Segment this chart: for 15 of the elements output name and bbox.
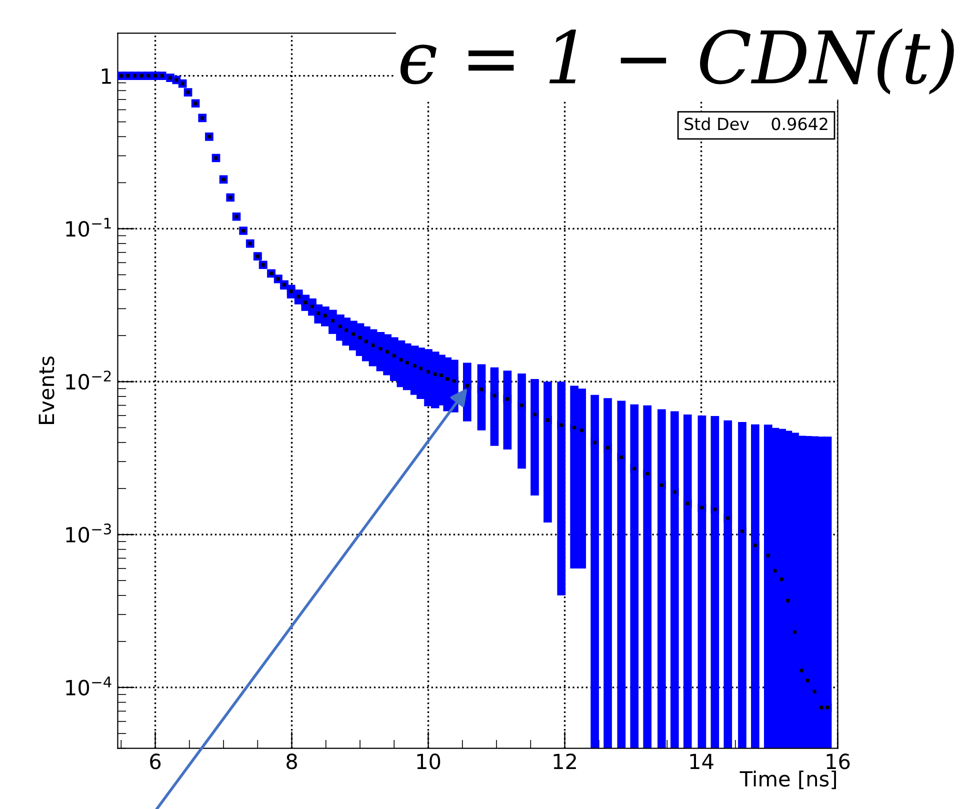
annotation: Std Dev 0.9642 [684, 117, 828, 130]
y-tick-label: 1 [102, 68, 111, 84]
annotation: ϵ = 1 − CDN(t) [400, 28, 954, 94]
y-tick-label: 10$^{−1}$ [66, 218, 111, 237]
x-tick-label: 10 [417, 754, 440, 770]
x-axis-title: Time [ns] [740, 770, 836, 790]
x-tick-label: 12 [554, 754, 576, 770]
x-tick-label: 6 [150, 754, 161, 770]
x-tick-label: 14 [690, 754, 714, 770]
y-tick-label: 10$^{−3}$ [66, 524, 111, 543]
y-tick-label: 10$^{−2}$ [66, 370, 111, 390]
x-tick-label: 16 [826, 754, 850, 770]
y-axis-title: Events [38, 356, 54, 424]
x-tick-label: 8 [286, 754, 297, 770]
y-tick-label: 10$^{−4}$ [66, 676, 112, 696]
